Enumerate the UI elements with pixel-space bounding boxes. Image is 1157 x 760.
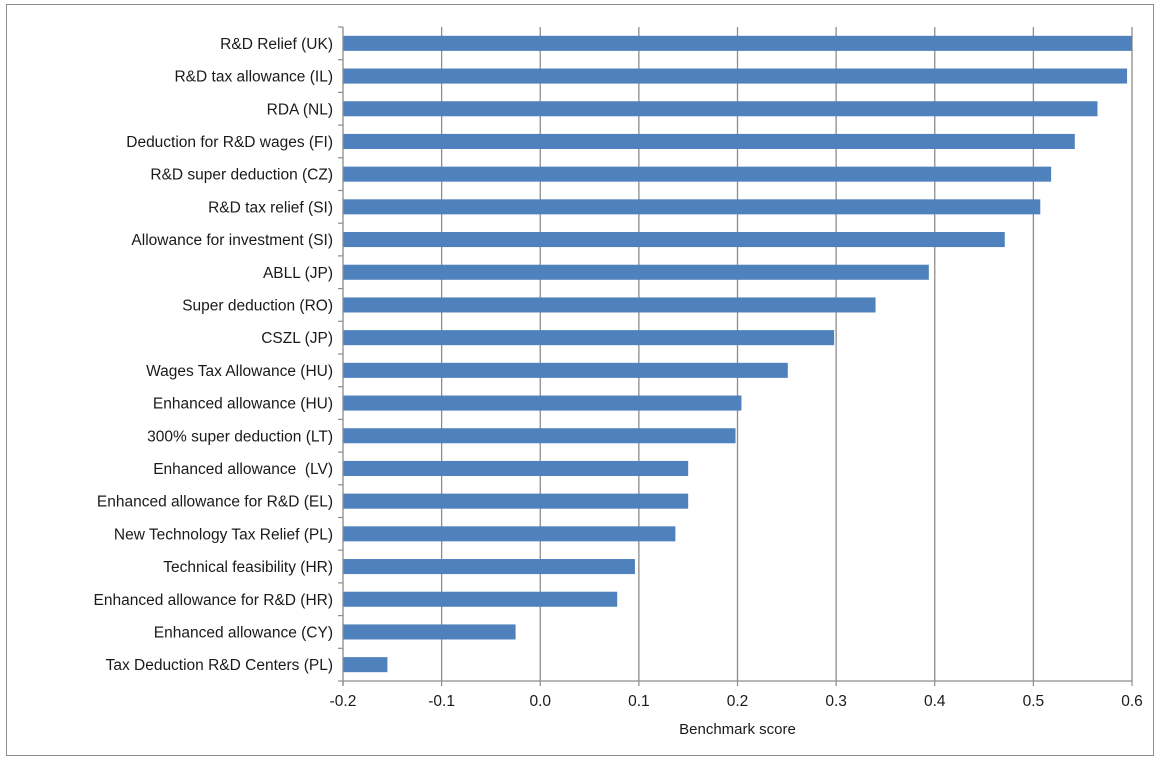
bar-chart: R&D Relief (UK) R&D tax allowance (IL) RDA… [94,26,1143,738]
category-label: New Technology Tax Relief (PL) [114,526,333,543]
x-tick-label: -0.2 [330,693,357,710]
x-axis-label: Benchmark score [679,721,796,738]
x-tick-label: -0.1 [428,693,455,710]
bar [343,330,835,346]
bar [343,199,1041,215]
category-label: Enhanced allowance for R&D (HR) [94,592,334,609]
x-tick-label: 0.6 [1121,693,1143,710]
category-labels: R&D Relief (UK) R&D tax allowance (IL) RDA… [94,36,334,674]
x-tick-label: 0.0 [529,693,551,710]
bar [343,264,929,280]
category-label: 300% super deduction (LT) [147,428,333,445]
bar [343,232,1005,248]
category-label: R&D tax relief (SI) [208,199,333,216]
bar [343,68,1128,84]
bar [343,428,736,444]
category-label: Enhanced allowance (LV) [153,461,333,478]
bar [343,559,635,575]
x-tick-label: 0.2 [727,693,749,710]
bar [343,395,742,411]
x-tick-label: 0.5 [1023,693,1045,710]
axes [338,26,1133,686]
category-label: Tax Deduction R&D Centers (PL) [106,657,333,674]
bar [343,460,689,476]
category-label: Wages Tax Allowance (HU) [146,363,333,380]
bar [343,362,788,378]
category-label: Technical feasibility (HR) [163,559,333,576]
category-label: ABLL (JP) [263,265,333,282]
category-label: RDA (NL) [267,101,333,118]
x-tick-label: 0.3 [825,693,847,710]
chart-frame: R&D Relief (UK) R&D tax allowance (IL) RDA… [6,4,1154,756]
bar [343,591,618,607]
category-label: Enhanced allowance (HU) [153,396,333,413]
x-tick-label: 0.4 [924,693,946,710]
x-tick-label: 0.1 [628,693,650,710]
category-label: Enhanced allowance (CY) [154,624,333,641]
bar [343,493,689,509]
category-label: CSZL (JP) [261,330,333,347]
bar [343,297,876,313]
category-label: R&D super deduction (CZ) [150,167,333,184]
category-label: R&D Relief (UK) [220,36,333,53]
category-label: Super deduction (RO) [182,297,333,314]
bar [343,657,388,673]
bar [343,166,1052,182]
bar [343,624,516,640]
bar [343,133,1075,149]
category-label: R&D tax allowance (IL) [174,69,333,86]
bar [343,35,1132,51]
category-label: Allowance for investment (SI) [131,232,333,249]
category-label: Deduction for R&D wages (FI) [126,134,333,151]
category-label: Enhanced allowance for R&D (EL) [97,494,333,511]
bar [343,526,676,542]
gridlines [440,27,1133,681]
bars [343,35,1132,673]
tick-labels: -0.2 -0.1 0.0 0.1 0.2 0.3 0.4 0.5 0.6 [330,693,1143,710]
bar [343,101,1098,117]
